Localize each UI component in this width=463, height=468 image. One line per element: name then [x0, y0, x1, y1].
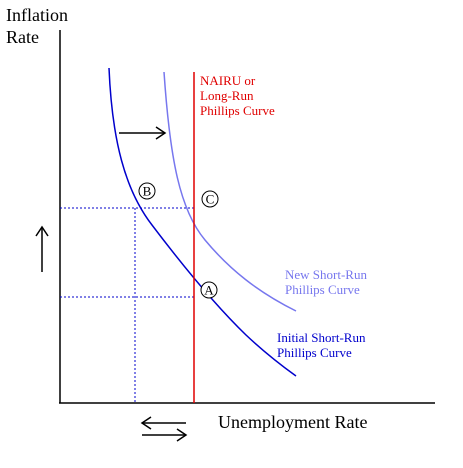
new-curve-label-line-1: New Short-Run: [285, 267, 367, 282]
point-c-label: C: [206, 192, 215, 207]
nairu-label-line-2: Long-Run: [200, 88, 254, 103]
new-curve-label-line-2: Phillips Curve: [285, 282, 360, 297]
point-a-circle: [200, 281, 218, 299]
y-axis-label-line-2: Rate: [6, 27, 39, 47]
point-b-circle: [138, 182, 156, 200]
point-b-label: B: [143, 184, 152, 199]
initial-short-run-phillips-curve: [108, 67, 297, 377]
nairu-label-line-1: NAIRU or: [200, 73, 256, 88]
new-curve-label: New Short-Run Phillips Curve: [285, 267, 370, 297]
shift-right-arrow-icon: [119, 126, 167, 140]
initial-curve-label-line-1: Initial Short-Run: [277, 330, 366, 345]
guide-lines: [60, 207, 195, 403]
point-a-marker: A: [200, 281, 218, 299]
initial-curve-label-line-2: Phillips Curve: [277, 345, 352, 360]
y-axis-label: Inflation Rate: [6, 5, 72, 47]
point-b-marker: B: [138, 182, 156, 200]
y-axis-label-line-1: Inflation: [6, 5, 68, 25]
x-axis-label: Unemployment Rate: [218, 412, 367, 432]
initial-curve-label: Initial Short-Run Phillips Curve: [277, 330, 369, 360]
point-c-marker: C: [201, 190, 219, 208]
unemployment-left-right-arrow-icon: [140, 416, 188, 442]
inflation-up-arrow-icon: [35, 225, 49, 272]
point-a-label: A: [204, 283, 214, 298]
nairu-label: NAIRU or Long-Run Phillips Curve: [200, 73, 275, 118]
new-short-run-phillips-curve: [163, 71, 297, 312]
point-c-circle: [201, 190, 219, 208]
nairu-label-line-3: Phillips Curve: [200, 103, 275, 118]
